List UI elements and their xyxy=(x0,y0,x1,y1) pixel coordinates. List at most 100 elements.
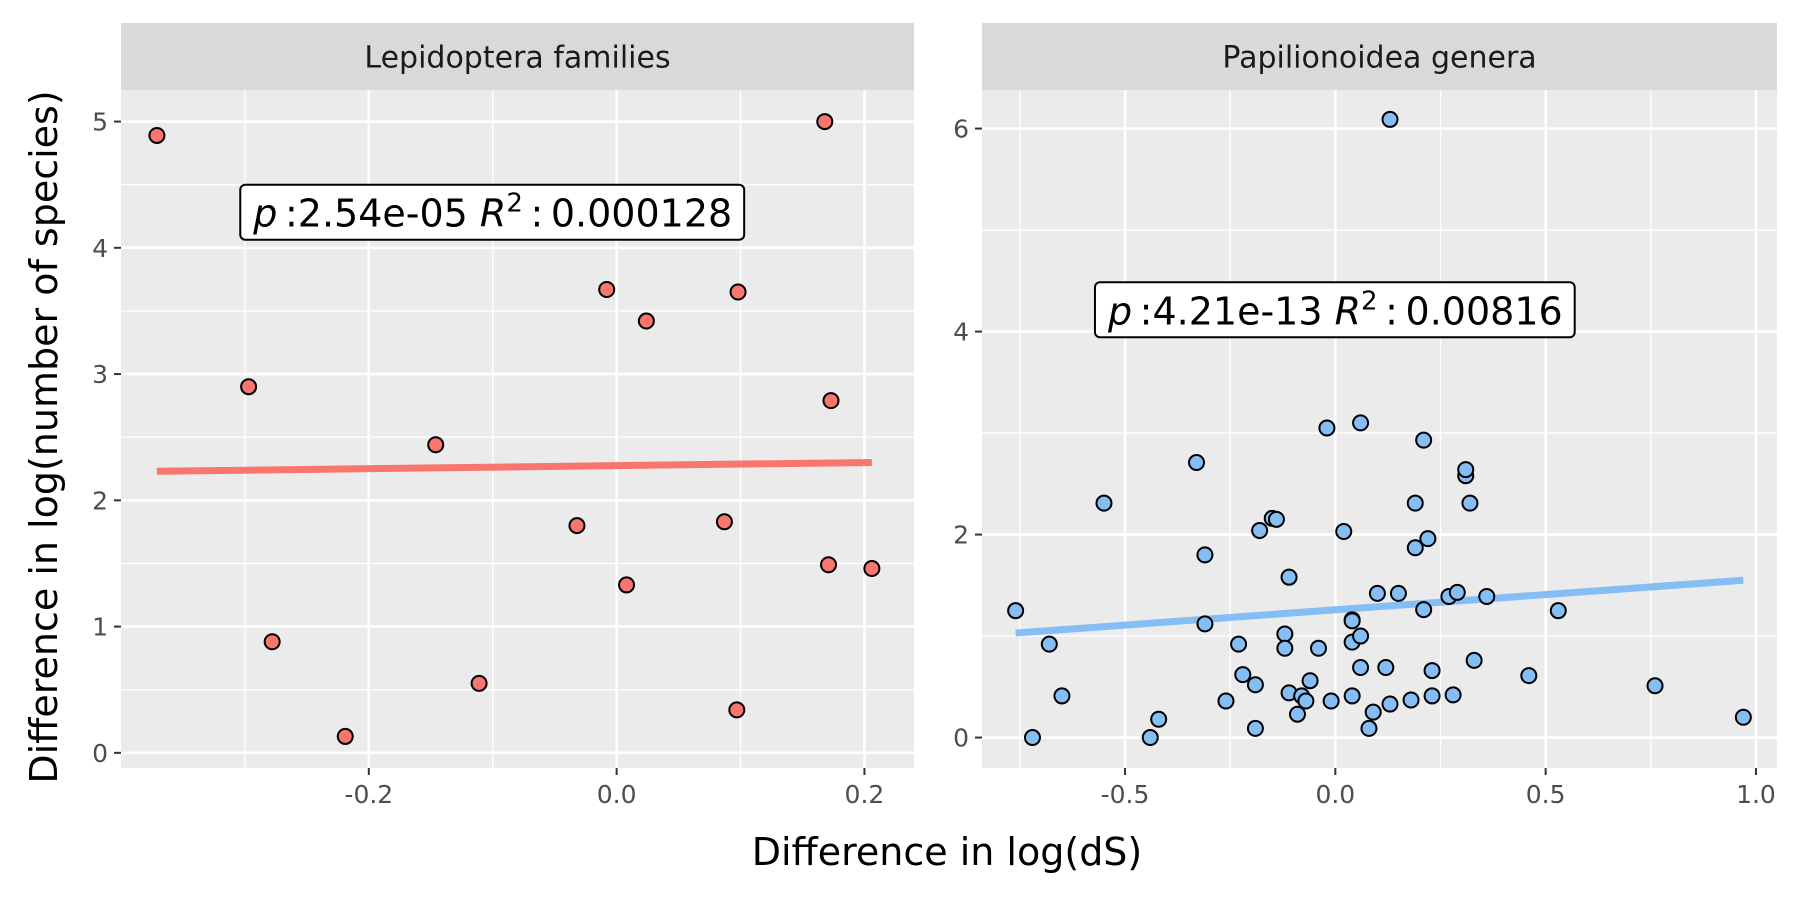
data-point xyxy=(1368,584,1386,602)
data-point xyxy=(568,517,586,535)
data-point xyxy=(1352,659,1370,677)
data-point xyxy=(1406,494,1424,512)
data-point xyxy=(1246,676,1264,694)
panel-lepidoptera-families: Lepidoptera families -0.2 0.0 0.2 0 1 2 3 4 5 p :2… xyxy=(92,23,914,809)
data-point xyxy=(1230,635,1248,653)
data-point xyxy=(1301,672,1319,690)
y-tick-label: 3 xyxy=(92,360,108,389)
panel-papilionoidea-genera: Papilionoidea genera -0.5 0.0 0.5 1.0 0 2 4 6 p :… xyxy=(953,23,1777,809)
data-point xyxy=(1246,719,1264,737)
data-point xyxy=(1406,539,1424,557)
data-point xyxy=(1234,666,1252,684)
panel-strip-label: Papilionoidea genera xyxy=(1222,41,1536,76)
data-point xyxy=(1461,494,1479,512)
x-axis-title: Difference in log(dS) xyxy=(752,830,1143,874)
stats-annotation: p :4.21e-13 R2 : 0.00816 xyxy=(1093,281,1576,339)
y-tick-label: 2 xyxy=(92,486,108,515)
data-point xyxy=(1188,453,1206,471)
data-point xyxy=(1646,677,1664,695)
y-tick-label: 0 xyxy=(92,739,108,768)
regression-line xyxy=(1015,576,1744,637)
data-point xyxy=(1364,703,1382,721)
data-point xyxy=(1310,639,1328,657)
data-point xyxy=(1053,687,1071,705)
x-tick-label: 0.0 xyxy=(1315,780,1355,809)
data-point xyxy=(336,727,354,745)
data-point xyxy=(1196,546,1214,564)
plot-background xyxy=(982,90,1777,768)
data-point xyxy=(1217,692,1235,710)
data-point xyxy=(1389,584,1407,602)
data-point xyxy=(1352,627,1370,645)
stats-annotation: p :2.54e-05 R2 : 0.000128 xyxy=(239,183,746,241)
data-point xyxy=(1196,615,1214,633)
data-point xyxy=(1423,687,1441,705)
data-point xyxy=(1288,705,1306,723)
data-point xyxy=(1465,651,1483,669)
data-point xyxy=(1150,710,1168,728)
y-tick-label: 1 xyxy=(92,613,108,642)
data-point xyxy=(1415,431,1433,449)
data-point xyxy=(1318,419,1336,437)
data-point xyxy=(1444,686,1462,704)
data-point xyxy=(427,436,445,454)
data-point xyxy=(816,113,834,131)
data-point xyxy=(1478,587,1496,605)
data-point xyxy=(1007,602,1025,620)
data-point xyxy=(1343,687,1361,705)
data-point xyxy=(1734,708,1752,726)
data-point xyxy=(1377,659,1395,677)
data-point xyxy=(863,560,881,578)
data-point xyxy=(1267,510,1285,528)
stats-annotation-box xyxy=(239,183,746,241)
data-point xyxy=(1322,692,1340,710)
x-tick-label: -0.2 xyxy=(344,780,393,809)
data-point xyxy=(729,283,747,301)
stats-annotation-text: p :2.54e-05 R2 : 0.000128 xyxy=(252,189,732,236)
data-point xyxy=(820,556,838,574)
data-point xyxy=(1381,695,1399,713)
y-tick-label: 4 xyxy=(92,234,108,263)
panel-strip xyxy=(982,23,1777,90)
data-point xyxy=(1423,662,1441,680)
x-tick-label: 1.0 xyxy=(1736,780,1776,809)
stats-annotation-box xyxy=(1093,281,1576,339)
data-point xyxy=(1381,110,1399,128)
x-tick-label: -0.5 xyxy=(1101,780,1150,809)
data-point xyxy=(1276,625,1294,643)
stats-annotation-text: p :4.21e-13 R2 : 0.00816 xyxy=(1107,286,1563,333)
y-tick-label: 4 xyxy=(953,318,969,347)
data-point xyxy=(1023,729,1041,747)
data-point xyxy=(1335,523,1353,541)
data-point xyxy=(1457,461,1475,479)
data-point xyxy=(598,280,616,298)
x-tick-label: 0.2 xyxy=(845,780,885,809)
y-tick-label: 0 xyxy=(953,724,969,753)
data-point xyxy=(1402,691,1420,709)
data-point xyxy=(1040,635,1058,653)
y-axis-title: Difference in log(number of species) xyxy=(22,90,66,783)
data-point xyxy=(1520,667,1538,685)
data-point xyxy=(470,674,488,692)
data-point xyxy=(1276,639,1294,657)
data-point xyxy=(240,378,258,396)
data-point xyxy=(618,576,636,594)
y-tick-label: 5 xyxy=(92,108,108,137)
x-tick-label: 0.5 xyxy=(1526,780,1566,809)
y-tick-label: 2 xyxy=(953,521,969,550)
data-point xyxy=(1297,692,1315,710)
regression-line xyxy=(156,458,872,475)
data-point xyxy=(1415,601,1433,619)
data-point xyxy=(1352,414,1370,432)
data-point xyxy=(1095,494,1113,512)
data-point xyxy=(148,126,166,144)
data-point xyxy=(715,513,733,531)
y-tick-label: 6 xyxy=(953,115,969,144)
data-point xyxy=(1549,602,1567,620)
data-point xyxy=(1448,583,1466,601)
data-point xyxy=(1343,612,1361,630)
panel-strip-label: Lepidoptera families xyxy=(364,41,670,76)
data-point xyxy=(728,701,746,719)
data-point xyxy=(263,633,281,651)
